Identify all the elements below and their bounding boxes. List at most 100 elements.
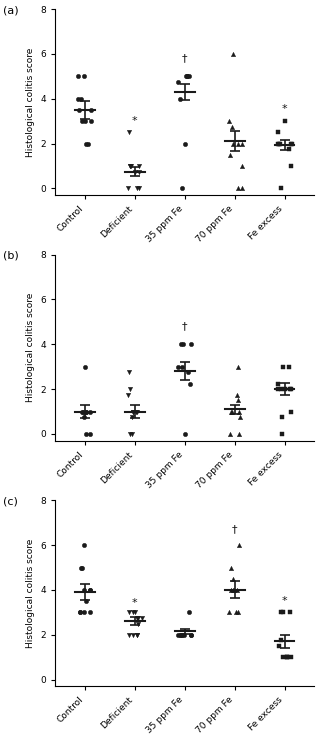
Text: †: †	[232, 524, 237, 534]
Point	[276, 640, 282, 652]
Point	[279, 182, 284, 194]
Point	[289, 160, 294, 172]
Point	[178, 629, 183, 641]
Point	[288, 138, 293, 150]
Point	[84, 595, 89, 607]
Point	[134, 629, 139, 641]
Point	[188, 378, 193, 390]
Point	[229, 562, 234, 574]
Point	[132, 165, 138, 177]
Y-axis label: Histological colitis score: Histological colitis score	[26, 539, 35, 648]
Point	[276, 378, 281, 390]
Point	[88, 428, 93, 440]
Point	[87, 606, 92, 618]
Point	[286, 361, 291, 373]
Point	[127, 383, 132, 395]
Point	[189, 339, 194, 350]
Point	[131, 405, 136, 417]
Point	[88, 104, 93, 116]
Point	[289, 138, 294, 150]
Point	[125, 182, 130, 194]
Point	[288, 383, 293, 395]
Point	[230, 584, 236, 596]
Point	[86, 138, 91, 150]
Point	[83, 138, 88, 150]
Point	[82, 606, 87, 618]
Point	[136, 165, 141, 177]
Text: (b): (b)	[3, 251, 19, 261]
Point	[130, 411, 135, 423]
Point	[134, 182, 140, 194]
Point	[188, 629, 193, 641]
Point	[126, 127, 131, 139]
Point	[176, 76, 181, 88]
Point	[135, 405, 140, 417]
Point	[87, 584, 92, 596]
Point	[80, 405, 85, 417]
Point	[288, 405, 293, 417]
Point	[83, 115, 88, 127]
Point	[136, 182, 141, 194]
Point	[82, 361, 87, 373]
Point	[228, 405, 234, 417]
Point	[229, 584, 234, 596]
Point	[276, 383, 281, 395]
Point	[129, 428, 134, 440]
Point	[276, 127, 281, 139]
Point	[289, 651, 294, 663]
Point	[82, 70, 87, 82]
Point	[183, 428, 188, 440]
Point	[229, 121, 235, 133]
Point	[226, 606, 231, 618]
Point	[283, 115, 288, 127]
Point	[227, 115, 232, 127]
Point	[88, 115, 93, 127]
Point	[228, 149, 233, 161]
Point	[236, 138, 241, 150]
Point	[87, 405, 92, 417]
Point	[135, 629, 140, 641]
Point	[78, 562, 83, 574]
Point	[235, 394, 240, 406]
Point	[180, 361, 185, 373]
Point	[79, 115, 84, 127]
Point	[235, 389, 240, 401]
Point	[235, 361, 240, 373]
Point	[79, 405, 84, 417]
Point	[280, 651, 285, 663]
Point	[133, 405, 139, 417]
Point	[230, 138, 235, 150]
Text: (c): (c)	[3, 496, 18, 507]
Point	[236, 539, 241, 551]
Point	[80, 562, 85, 574]
Point	[82, 584, 87, 596]
Point	[179, 182, 184, 194]
Point	[231, 584, 236, 596]
Point	[230, 573, 236, 585]
Point	[239, 182, 244, 194]
Point	[189, 629, 194, 641]
Point	[278, 606, 284, 618]
Point	[76, 93, 81, 104]
Point	[78, 606, 83, 618]
Point	[178, 629, 183, 641]
Point	[127, 160, 132, 172]
Point	[139, 612, 144, 624]
Point	[135, 617, 140, 629]
Text: (a): (a)	[3, 5, 19, 16]
Point	[84, 405, 89, 417]
Point	[229, 405, 235, 417]
Point	[284, 651, 289, 663]
Point	[278, 634, 283, 646]
Point	[178, 339, 183, 350]
Point	[180, 339, 186, 350]
Point	[179, 629, 184, 641]
Point	[285, 651, 290, 663]
Point	[183, 138, 188, 150]
Point	[287, 606, 292, 618]
Point	[276, 138, 282, 150]
Text: *: *	[282, 104, 287, 114]
Point	[278, 383, 283, 395]
Point	[125, 389, 130, 401]
Point	[186, 606, 191, 618]
